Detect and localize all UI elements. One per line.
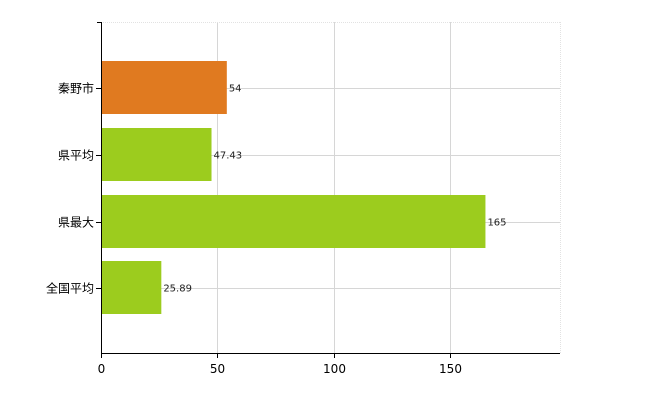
axis-layer [96, 22, 560, 358]
category-label-0: 秦野市 [58, 81, 94, 96]
x-tick-label-0: 0 [98, 362, 106, 376]
x-tick-label-100: 100 [323, 362, 346, 376]
data-label-3: 25.89 [163, 284, 192, 295]
data-label-0: 54 [229, 84, 242, 95]
category-label-3: 全国平均 [46, 281, 94, 296]
bar-2 [101, 195, 486, 248]
bar-layer [101, 61, 486, 314]
x-tick-label-150: 150 [439, 362, 462, 376]
category-label-2: 県最大 [58, 216, 94, 230]
data-label-1: 47.43 [214, 151, 243, 162]
category-label-1: 県平均 [58, 149, 94, 163]
x-tick-label-50: 50 [210, 362, 225, 376]
bar-3 [101, 261, 162, 314]
bar-1 [101, 128, 212, 181]
bar-0 [101, 61, 227, 114]
data-label-2: 165 [487, 218, 506, 229]
